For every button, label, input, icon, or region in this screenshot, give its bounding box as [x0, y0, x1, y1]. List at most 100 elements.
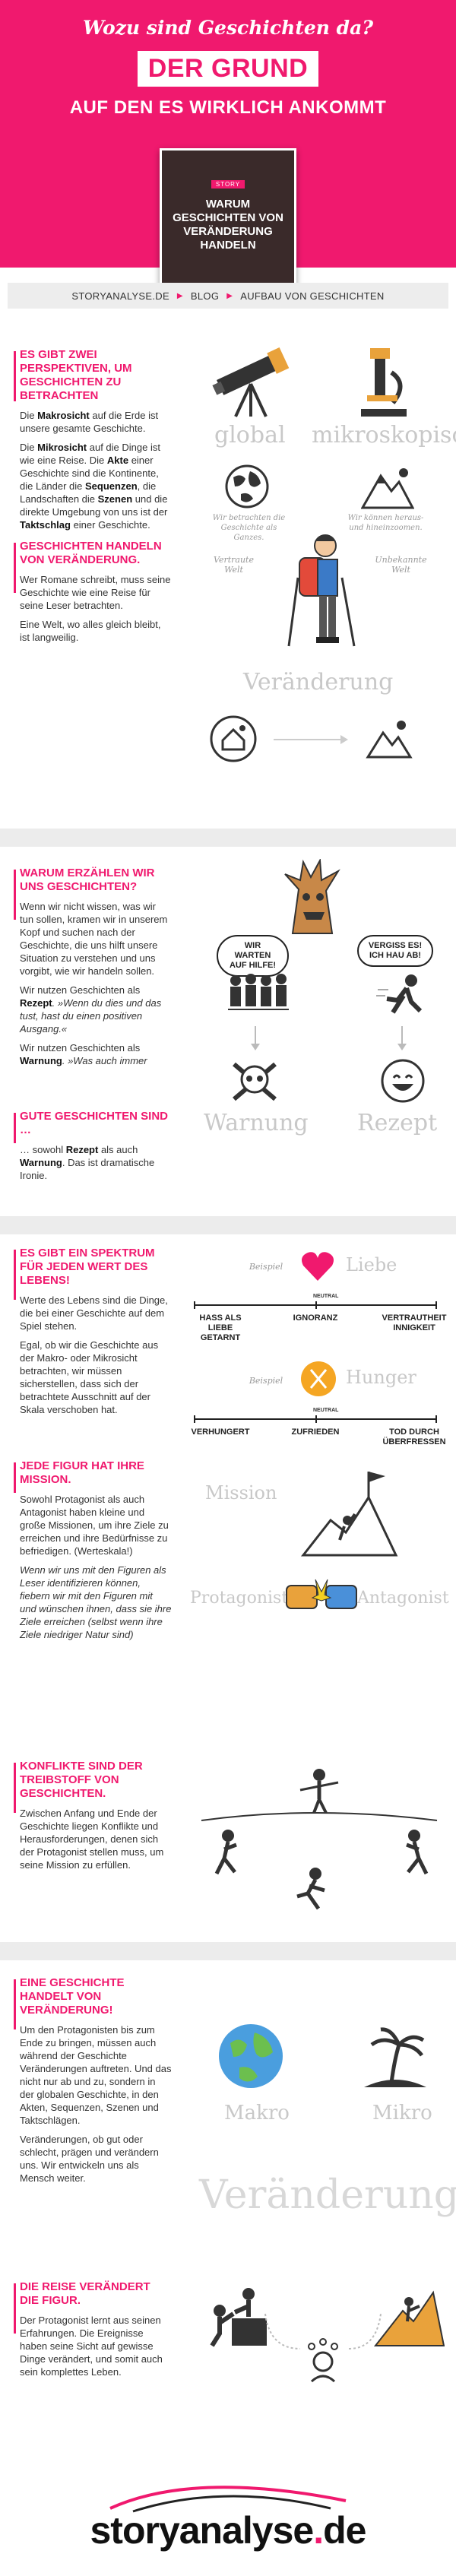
hiker-icon	[287, 534, 356, 647]
label-microscopic: mikroskopisch	[312, 422, 456, 448]
section-paragraph: Die Makrosicht auf die Erde ist unsere g…	[20, 410, 159, 434]
header-question: Wozu sind Geschichten da?	[82, 17, 373, 39]
section-paragraph: Zwischen Anfang und Ende der Geschichte …	[20, 1808, 164, 1871]
cover-title: Warum Geschichten von Veränderung handel…	[173, 198, 283, 252]
scale-tick	[435, 1415, 437, 1423]
helping-hand-icon	[210, 2288, 267, 2347]
arrow-right-icon	[274, 735, 348, 744]
label-known-world: Vertraute Welt	[214, 555, 254, 575]
arrow-down-icon	[251, 1026, 260, 1050]
value-love: Liebe	[346, 1254, 397, 1275]
footer: storyanalyse.de	[0, 2455, 456, 2576]
scale-tick	[315, 1301, 317, 1309]
section-accent-bar	[14, 1462, 16, 1493]
breadcrumb-item-blog[interactable]: BLOG	[190, 290, 220, 302]
section-paragraph: Werte des Lebens sind die Dinge, die bei…	[20, 1294, 168, 1332]
adventure-icon	[366, 721, 413, 759]
site-logo[interactable]: storyanalyse.de	[90, 2509, 366, 2552]
section-accent-bar	[14, 1979, 16, 2029]
section-title: WARUM ERZÄHLEN WIR UNS GESCHICHTEN?	[20, 867, 155, 893]
earth-icon	[219, 2024, 283, 2088]
crowd-icon	[228, 974, 289, 1010]
section-title: EINE GESCHICHTE HANDELT VON VERÄNDERUNG!	[20, 1976, 125, 2017]
example-label: Beispiel	[249, 1376, 283, 1386]
runner-icon	[376, 974, 423, 1014]
section-accent-bar	[14, 1250, 16, 1300]
tightrope-conflict-icon	[201, 1769, 438, 1910]
scale-tick	[435, 1301, 437, 1309]
label-unknown-world: Unbekannte Welt	[375, 555, 427, 575]
label-makro: Makro	[224, 2102, 290, 2124]
love-mid-label: IGNORANZ	[293, 1313, 338, 1323]
label-change: Veränderung	[243, 669, 394, 695]
speech-bubble-escape: VERGISS ES! ICH HAU AB!	[357, 935, 433, 967]
section-paragraph: Wir nutzen Geschichten als Warnung. »Was…	[20, 1042, 147, 1066]
label-mikro: Mikro	[372, 2102, 432, 2124]
header-title-box: DER GRUND	[137, 51, 319, 87]
section-title: DIE REISE VERÄNDERT DIE FIGUR.	[20, 2280, 150, 2307]
mountain-flag-icon	[300, 1472, 398, 1557]
section-paragraph: Wer Romane schreibt, muss seine Geschich…	[20, 574, 171, 611]
section-perspectives: ES GIBT ZWEI PERSPEKTIVEN, UM GESCHICHTE…	[0, 327, 456, 555]
section-title: JEDE FIGUR HAT IHRE MISSION.	[20, 1459, 144, 1486]
section-divider	[0, 1942, 456, 1960]
section-why-stories: WARUM ERZÄHLEN WIR UNS GESCHICHTEN? Wenn…	[0, 859, 456, 1110]
header-banner: Wozu sind Geschichten da? DER GRUND AUF …	[0, 0, 456, 289]
label-change-large: Veränderung	[199, 2172, 456, 2218]
section-paragraph: Veränderungen, ob gut oder schlecht, prä…	[20, 2134, 159, 2184]
label-antagonist: Antagonist	[357, 1589, 449, 1608]
breadcrumb: STORYANALYSE.DE ▶ BLOG ▶ AUFBAU VON GESC…	[8, 283, 448, 309]
section-accent-bar	[14, 870, 16, 920]
skull-crossbones-icon	[233, 1062, 277, 1101]
section-accent-bar	[14, 543, 16, 593]
hunger-mid-label: ZUFRIEDEN	[291, 1427, 340, 1437]
section-paragraph: Wenn wir nicht wissen, was wir tun solle…	[20, 901, 168, 977]
section-title: ES GIBT EIN SPEKTRUM FÜR JEDEN WERT DES …	[20, 1247, 155, 1287]
section-good-stories: GUTE GESCHICHTEN SIND … … sowohl Rezept …	[0, 1110, 456, 1262]
value-hunger: Hunger	[346, 1367, 416, 1388]
section-paragraph: Die Mikrosicht auf die Dinge ist wie ein…	[20, 442, 168, 531]
heart-icon	[302, 1252, 334, 1281]
breadcrumb-item-home[interactable]: STORYANALYSE.DE	[71, 290, 169, 302]
section-paragraph: Eine Welt, wo alles gleich bleibt, ist l…	[20, 619, 161, 643]
section-title: GESCHICHTEN HANDELN VON VERÄNDERUNG.	[20, 540, 162, 566]
breadcrumb-item-category[interactable]: AUFBAU VON GESCHICHTEN	[240, 290, 385, 302]
fighting-fists-icon	[286, 1579, 357, 1609]
scale-tick	[315, 1415, 317, 1423]
neutral-label: NEUTRAL	[313, 1294, 339, 1299]
neutral-label: NEUTRAL	[313, 1408, 339, 1413]
telescope-icon	[212, 347, 290, 417]
section-title: GUTE GESCHICHTEN SIND …	[20, 1110, 169, 1136]
section-title: KONFLIKTE SIND DER TREIBSTOFF VON GESCHI…	[20, 1760, 143, 1800]
section-accent-bar	[14, 1763, 16, 1813]
header-subtitle: AUF DEN ES WIRKLICH ANKOMMT	[69, 97, 387, 118]
summit-climb-icon	[373, 2290, 445, 2346]
section-change: GESCHICHTEN HANDELN VON VERÄNDERUNG. Wer…	[0, 524, 456, 821]
curved-arrow-icon	[264, 2313, 301, 2349]
logo-swoosh-icon	[109, 2486, 347, 2513]
curved-arrow-icon	[348, 2313, 382, 2349]
label-recipe: Rezept	[357, 1110, 438, 1136]
section-divider	[0, 829, 456, 847]
scale-tick	[194, 1301, 195, 1309]
section-journey: DIE REISE VERÄNDERT DIE FIGUR. Der Prota…	[0, 2280, 456, 2440]
scale-tick	[194, 1415, 195, 1423]
love-right-label: VERTRAUTHEIT INNIGKEIT	[382, 1313, 447, 1332]
caption-right: Wir können heraus- und hineinzoomen.	[347, 514, 424, 532]
section-paragraph: Um den Protagonisten bis zum Ende zu bri…	[20, 2024, 172, 2126]
arrow-down-icon	[397, 1026, 407, 1050]
example-label: Beispiel	[249, 1262, 283, 1272]
microscope-icon	[361, 348, 407, 417]
section-accent-bar	[14, 1113, 16, 1143]
chevron-right-icon: ▶	[176, 291, 183, 300]
label-protagonist: Protagonist	[190, 1589, 289, 1608]
section-mission: JEDE FIGUR HAT IHRE MISSION. Sowohl Prot…	[0, 1459, 456, 1748]
section-conflict: KONFLIKTE SIND DER TREIBSTOFF VON GESCHI…	[0, 1760, 456, 2033]
section-paragraph: Egal, ob wir die Geschichte aus der Makr…	[20, 1339, 159, 1415]
section-divider	[0, 1216, 456, 1234]
section-accent-bar	[14, 2283, 16, 2334]
hunger-right-label: TOD DURCH ÜBERFRESSEN	[382, 1427, 446, 1446]
section-spectrum: ES GIBT EIN SPEKTRUM FÜR JEDEN WERT DES …	[0, 1247, 456, 1551]
section-accent-bar	[14, 351, 16, 401]
